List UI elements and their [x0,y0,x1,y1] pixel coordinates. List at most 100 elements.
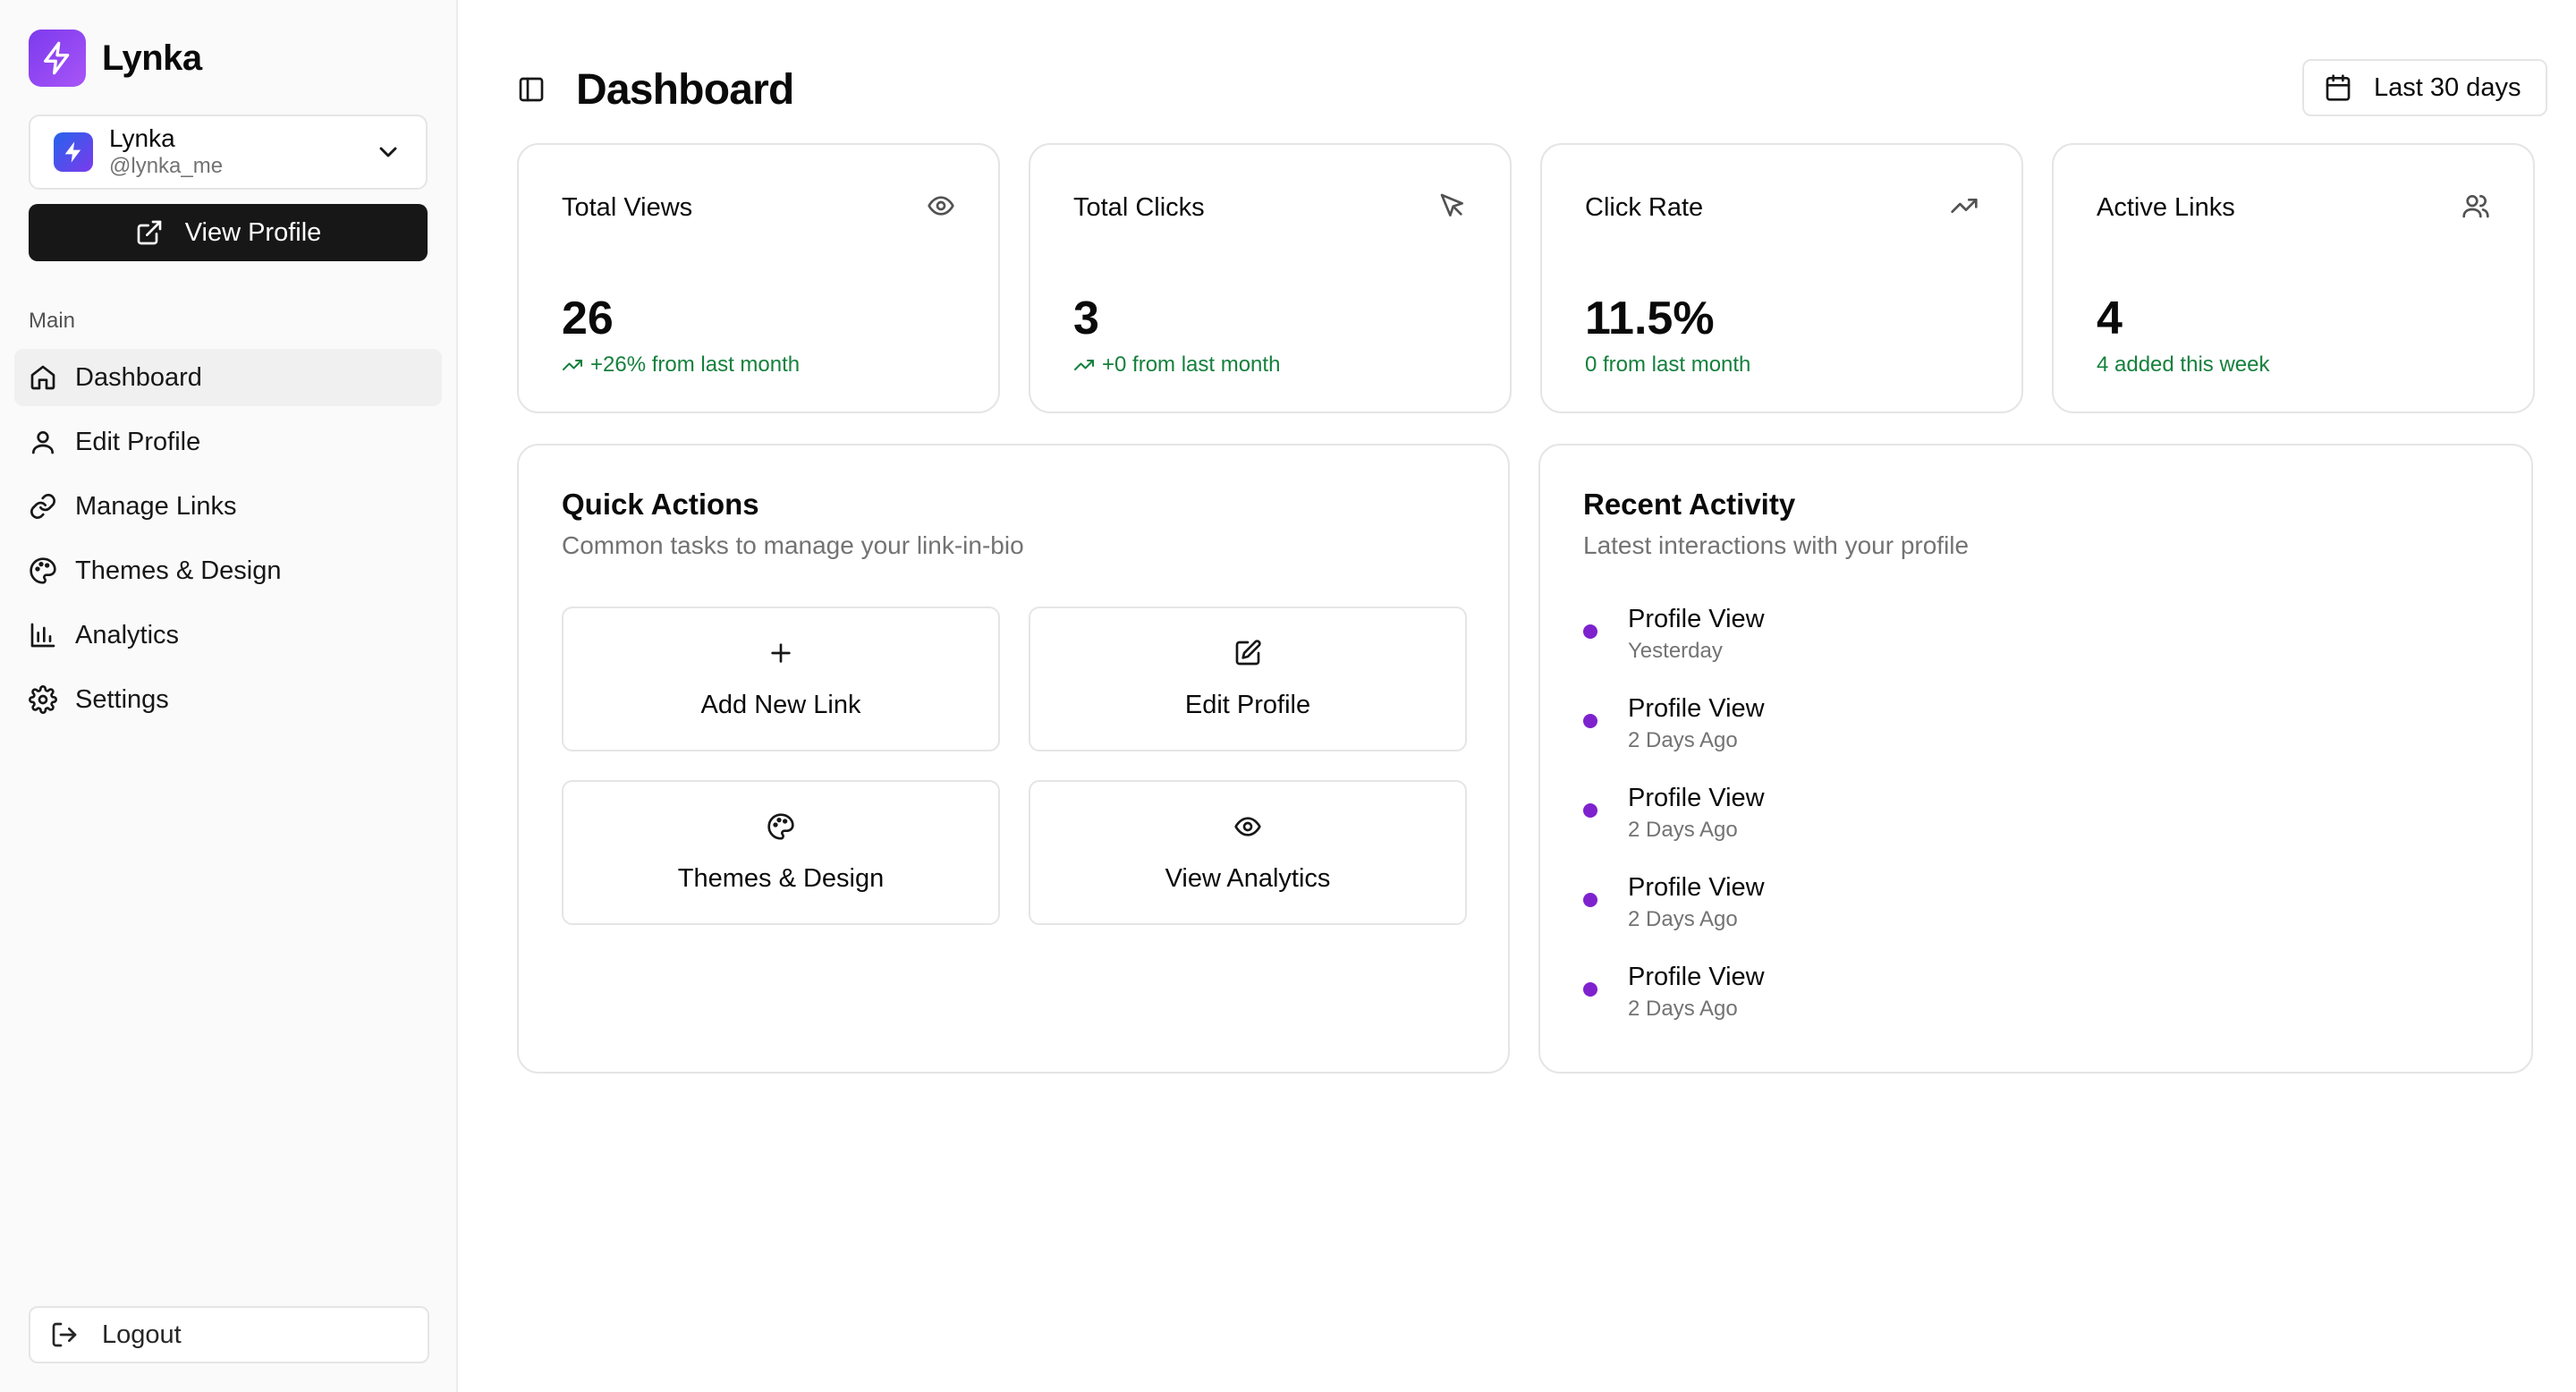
themes-design-button[interactable]: Themes & Design [562,780,1000,925]
sidebar-item-analytics[interactable]: Analytics [14,607,442,664]
sidebar-item-themes-design[interactable]: Themes & Design [14,542,442,599]
quick-actions-panel: Quick Actions Common tasks to manage you… [517,444,1510,1074]
stat-title: Click Rate [1585,193,1704,222]
stat-change-text: +0 from last month [1102,352,1281,377]
view-profile-button[interactable]: View Profile [29,204,428,261]
page-title: Dashboard [576,65,794,114]
stat-card-active-links: Active Links 4 4 added this week [2052,143,2535,413]
home-icon [30,365,55,390]
eye-icon [1234,816,1261,836]
plus-icon [771,642,791,663]
logout-label: Logout [102,1320,182,1349]
list-item: Profile View 2 Days Ago [1583,782,2488,871]
activity-title: Profile View [1628,784,1765,812]
palette-icon [767,812,794,840]
external-link-icon [137,220,162,245]
stat-value: 3 [1073,293,1099,344]
logout-icon [52,1322,77,1347]
add-new-link-button[interactable]: Add New Link [562,607,1000,751]
bar-chart-icon [30,623,55,648]
list-item: Profile View Yesterday [1583,603,2488,692]
date-range-button[interactable]: Last 30 days [2302,59,2547,116]
activity-title: Profile View [1628,605,1765,633]
account-switcher[interactable]: Lynka @lynka_me [29,115,428,190]
activity-list: Profile View Yesterday Profile View 2 Da… [1583,603,2488,1050]
stat-card-click-rate: Click Rate 11.5% 0 from last month [1540,143,2023,413]
stat-change-text: +26% from last month [590,352,801,377]
sidebar-item-label: Dashboard [75,362,202,392]
activity-time: 2 Days Ago [1628,907,1738,931]
sidebar: Lynka Lynka @lynka_me View Profile Main … [0,0,458,1392]
activity-dot [1583,714,1597,728]
sidebar-toggle-icon[interactable] [517,75,546,104]
action-label: View Analytics [1165,863,1331,893]
calendar-icon [2326,74,2351,101]
eye-icon [928,196,954,216]
recent-activity-panel: Recent Activity Latest interactions with… [1538,444,2533,1074]
panel-title: Recent Activity [1583,488,1796,521]
activity-title: Profile View [1628,963,1765,991]
sidebar-item-label: Manage Links [75,491,237,521]
activity-dot [1583,624,1597,639]
activity-time: 2 Days Ago [1628,728,1738,752]
sidebar-item-label: Settings [75,684,169,714]
edit-icon [1235,639,1261,665]
sidebar-item-edit-profile[interactable]: Edit Profile [14,413,442,471]
activity-dot [1583,982,1597,997]
list-item: Profile View 2 Days Ago [1583,692,2488,782]
stat-title: Active Links [2097,193,2235,222]
gear-icon [29,685,57,714]
panel-title: Quick Actions [562,488,759,521]
sidebar-item-settings[interactable]: Settings [14,671,442,728]
sidebar-item-dashboard[interactable]: Dashboard [14,349,442,406]
brand[interactable]: Lynka [29,27,428,89]
sidebar-nav: Dashboard Edit Profile Manage Links Them… [14,349,442,728]
brand-name: Lynka [102,38,202,78]
stat-change: +26% from last month [562,352,955,378]
list-item: Profile View 2 Days Ago [1583,871,2488,961]
stat-value: 4 [2097,293,2123,344]
page-header: Dashboard Last 30 days [517,45,2576,134]
stat-title: Total Views [562,193,693,222]
edit-profile-button[interactable]: Edit Profile [1029,607,1467,751]
lightning-bolt-icon [29,30,86,87]
action-label: Add New Link [700,690,861,719]
panel-description: Latest interactions with your profile [1583,531,1970,559]
quick-actions-grid: Add New Link Edit Profile Themes & Desig… [562,607,1467,925]
cursor-icon [1440,193,1463,216]
account-name: Lynka [109,124,175,152]
users-icon [2462,195,2489,218]
activity-time: 2 Days Ago [1628,818,1738,842]
sidebar-item-manage-links[interactable]: Manage Links [14,478,442,535]
main-content: Dashboard Last 30 days Total Views 26 +2… [458,0,2576,1392]
sidebar-item-label: Themes & Design [75,556,282,585]
stat-change: 4 added this week [2097,352,2490,378]
sidebar-item-label: Edit Profile [75,427,201,456]
palette-icon [30,557,56,584]
stat-card-total-views: Total Views 26 +26% from last month [517,143,1000,413]
panel-description: Common tasks to manage your link-in-bio [562,531,1024,559]
date-range-label: Last 30 days [2374,72,2521,102]
view-analytics-button[interactable]: View Analytics [1029,780,1467,925]
stat-change-text: 0 from last month [1585,352,1751,377]
nav-section-label: Main [29,309,76,333]
list-item: Profile View 2 Days Ago [1583,961,2488,1050]
logout-button[interactable]: Logout [29,1306,429,1363]
account-avatar-icon [54,132,93,172]
activity-dot [1583,803,1597,818]
activity-title: Profile View [1628,873,1765,902]
trending-up-icon [1074,360,1094,370]
trending-up-icon [563,360,582,370]
view-profile-label: View Profile [184,217,322,247]
activity-time: 2 Days Ago [1628,997,1738,1021]
chevron-down-icon[interactable] [374,138,402,166]
link-icon [30,494,55,519]
panels-row: Quick Actions Common tasks to manage you… [517,444,2576,1074]
account-handle: @lynka_me [109,154,224,178]
activity-title: Profile View [1628,694,1765,723]
stat-value: 11.5% [1585,293,1715,344]
user-icon [32,431,54,454]
stat-change-text: 4 added this week [2097,352,2270,377]
stat-value: 26 [562,293,614,344]
trending-up-icon [1951,199,1978,213]
